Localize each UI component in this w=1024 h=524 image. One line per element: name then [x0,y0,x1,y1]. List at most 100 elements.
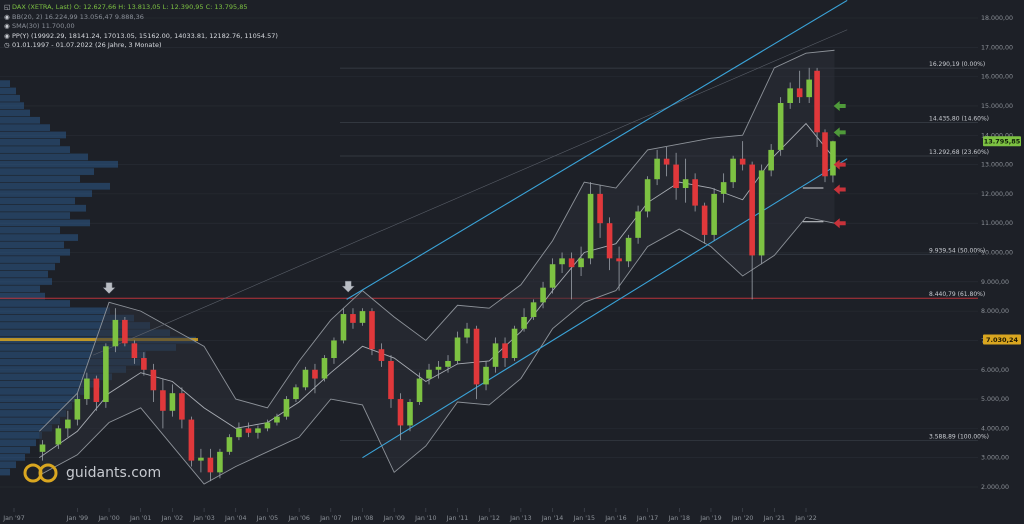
volume-bar [0,109,30,117]
candle [179,387,185,429]
candle [635,205,641,244]
fib-label: 13.292,68 (23.60%) [929,149,989,156]
candle-body [369,311,375,350]
volume-bar [0,241,64,249]
volume-bar [0,248,70,256]
volume-bar [0,344,176,351]
candle [198,448,204,473]
candle-body [749,164,755,256]
volume-bar [0,175,80,183]
x-tick-label: Jan '00 [97,515,119,522]
volume-bar [0,80,10,88]
candle [359,308,366,326]
volume-bar [0,329,170,337]
x-tick-label: Jan '07 [319,515,341,522]
candle-body [141,358,147,370]
candle [597,185,603,238]
candle-body [720,182,727,194]
candle-body [93,378,100,402]
volume-bar [0,234,78,241]
candle-body [245,428,252,433]
candle-body [131,343,138,359]
volume-bar [0,263,55,271]
y-tick-label: 3.000,00 [981,455,1009,462]
volume-bar [0,366,126,373]
candle-body [559,258,565,265]
candle-body [397,399,404,426]
y-tick-label: 11.000,00 [981,220,1013,227]
candle [302,366,309,391]
candle [150,363,157,402]
green-arrow-icon [833,127,846,138]
candle-body [255,428,261,433]
fib-label: 16.290,19 (0.00%) [929,61,985,68]
candle-body [597,193,603,224]
eye-icon[interactable]: ◉ [4,22,10,30]
volume-bar [0,380,100,388]
y-tick-label: 8.000,00 [981,308,1009,315]
candle-body [530,302,537,317]
y-tick-label: 10.000,00 [981,250,1013,257]
candle-body [74,399,81,420]
chart-legend: ◱ DAX (XETRA, Last) O: 12.627,66 H: 13.81… [4,3,278,51]
candle [312,363,318,394]
candle [236,422,242,441]
volume-bar [0,270,48,278]
y-tick-label: 14.000,00 [981,132,1013,139]
volume-bar [0,146,70,153]
x-tick-label: Jan '04 [224,515,246,522]
candle-body [283,399,290,417]
candle [340,308,347,344]
red-arrow-icon [833,218,846,229]
candle-body [407,401,413,426]
x-tick-label: Jan '11 [446,515,468,522]
candle-body [673,164,679,189]
x-tick-label: Jan '12 [477,515,499,522]
down-arrow-icon [341,280,355,293]
candle-body [321,358,328,379]
volume-bar [0,168,94,175]
candle [711,188,717,241]
candle [796,70,803,104]
volume-bar [0,395,80,403]
volume-bar [0,439,36,447]
candle-body [796,88,803,98]
x-tick-label: Jan '22 [794,515,816,522]
fib-label: 14.435,80 (14.60%) [929,115,989,122]
candle [492,337,499,373]
candle [787,82,793,109]
candle [568,252,575,300]
y-tick-label: 6.000,00 [981,367,1009,374]
candle-body [464,328,470,338]
y-tick-label: 4.000,00 [981,425,1009,432]
candle [758,164,765,265]
candle-body [340,314,347,341]
candle-body [692,179,698,206]
y-tick-label: 12.000,00 [981,191,1013,198]
volume-bar [0,204,86,212]
candle-body [578,258,584,268]
candle-body [822,132,828,177]
candle-body [777,103,784,150]
eye-icon[interactable]: ◉ [4,31,10,40]
x-tick-label: Jan '02 [161,515,183,522]
candle-body [226,437,233,452]
volume-bar [0,102,24,110]
candle-body [635,211,641,238]
candle-body [331,340,337,359]
last-price-badge: 13.795,85 [984,138,1021,146]
level-badge-bg [983,334,1021,345]
candle [55,425,62,449]
x-tick-label: Jan '99 [66,515,88,522]
volume-bar [0,314,134,322]
candle-body [188,419,195,461]
candle [830,140,836,183]
candle [502,337,508,367]
candle [673,152,679,200]
y-tick-label: 16.000,00 [981,74,1013,81]
candle [426,363,432,385]
y-tick-label: 9.000,00 [981,279,1009,286]
legend-range: ◷ 01.01.1997 - 01.07.2022 (26 Jahre, 3 Mo… [4,41,162,49]
eye-icon[interactable]: ◉ [4,12,10,21]
candle [654,149,660,186]
